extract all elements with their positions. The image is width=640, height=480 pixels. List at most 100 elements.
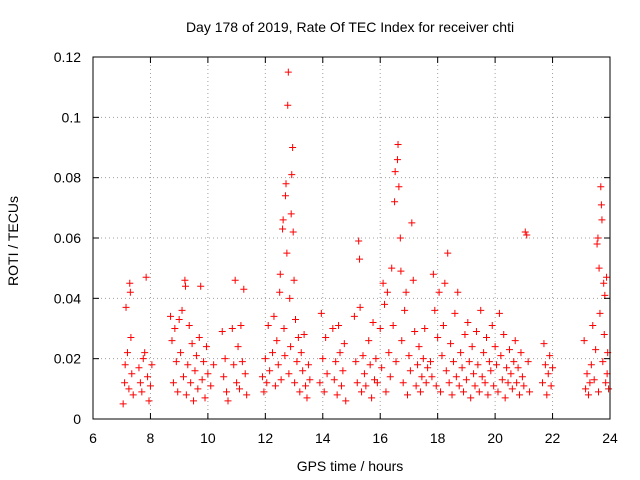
- data-point: [514, 364, 522, 372]
- x-tick-labels: 6 8 10 12 14 16 18 20 22 24: [89, 430, 618, 446]
- data-point: [127, 334, 135, 342]
- data-point: [381, 300, 389, 308]
- data-point: [452, 373, 460, 381]
- data-point: [299, 367, 307, 375]
- data-point: [482, 334, 490, 342]
- data-point: [129, 391, 137, 399]
- data-point: [491, 343, 499, 351]
- data-point: [172, 358, 180, 366]
- data-point: [238, 358, 246, 366]
- data-point: [119, 400, 127, 408]
- data-point: [279, 225, 287, 233]
- data-point: [543, 391, 551, 399]
- data-point: [484, 391, 492, 399]
- data-point: [168, 337, 176, 345]
- plot-frame: [92, 56, 611, 420]
- data-point: [360, 370, 368, 378]
- data-point: [138, 388, 146, 396]
- data-point: [594, 234, 602, 242]
- data-point: [228, 325, 236, 332]
- data-point: [356, 303, 364, 311]
- data-point: [121, 361, 129, 369]
- data-point: [300, 331, 308, 339]
- x-tick-label: 22: [545, 430, 561, 446]
- data-point: [416, 388, 424, 396]
- data-point: [289, 228, 297, 236]
- data-point: [412, 382, 420, 390]
- data-point: [182, 391, 190, 399]
- data-point: [442, 367, 450, 375]
- data-point: [181, 282, 189, 290]
- x-tick-label: 10: [200, 430, 216, 446]
- data-point: [481, 379, 489, 387]
- data-point: [584, 391, 592, 399]
- data-point: [231, 276, 239, 284]
- data-point: [204, 370, 212, 378]
- x-tick-label: 18: [430, 430, 446, 446]
- data-point: [583, 370, 591, 378]
- data-point: [454, 288, 462, 296]
- data-point: [460, 388, 468, 396]
- y-tick-label: 0.12: [54, 49, 81, 65]
- data-point: [221, 355, 229, 363]
- data-point: [304, 361, 312, 369]
- data-point: [447, 340, 455, 348]
- data-point: [592, 346, 600, 354]
- data-point: [291, 315, 299, 323]
- data-point: [316, 379, 324, 387]
- data-point: [516, 391, 524, 399]
- data-point: [340, 340, 348, 348]
- axis-ticks: [92, 56, 611, 420]
- data-point: [274, 361, 282, 369]
- x-tick-label: 14: [315, 430, 331, 446]
- data-point: [283, 249, 291, 257]
- x-axis-label: GPS time / hours: [297, 458, 404, 474]
- data-point: [169, 379, 177, 387]
- data-point: [458, 364, 466, 372]
- grid-lines: [93, 57, 610, 419]
- data-point: [121, 379, 129, 387]
- data-point: [286, 294, 294, 302]
- data-point: [280, 325, 288, 332]
- data-point: [369, 318, 377, 326]
- data-point: [306, 376, 314, 384]
- data-point: [541, 361, 549, 369]
- data-point: [431, 306, 439, 314]
- data-point: [605, 385, 613, 393]
- data-point: [287, 343, 295, 351]
- y-axis-label: ROTI / TECUs: [5, 196, 21, 286]
- data-point: [422, 379, 430, 387]
- data-point: [270, 312, 278, 320]
- data-point: [355, 237, 363, 245]
- data-point: [350, 312, 358, 320]
- data-point: [293, 358, 301, 366]
- data-point: [441, 279, 449, 287]
- chart-title: Day 178 of 2019, Rate Of TEC Index for r…: [186, 19, 514, 35]
- data-point: [464, 318, 472, 326]
- data-point: [261, 355, 269, 363]
- data-point: [391, 198, 399, 206]
- data-point: [501, 394, 509, 402]
- data-point: [372, 355, 380, 363]
- data-point: [122, 303, 130, 311]
- data-point: [467, 394, 475, 402]
- data-point: [383, 288, 391, 296]
- data-point: [337, 382, 345, 390]
- data-point: [330, 376, 338, 384]
- data-point: [276, 270, 284, 278]
- data-point: [202, 343, 210, 351]
- data-point: [269, 349, 277, 357]
- data-point: [332, 358, 340, 366]
- data-point: [393, 156, 401, 164]
- data-point: [281, 352, 289, 360]
- x-tick-label: 6: [89, 430, 97, 446]
- data-point: [490, 382, 498, 390]
- data-point: [599, 358, 607, 366]
- data-point: [284, 68, 292, 76]
- data-point: [480, 349, 488, 357]
- data-point: [373, 379, 381, 387]
- data-point: [220, 373, 228, 381]
- data-point: [290, 276, 298, 284]
- data-point: [279, 216, 287, 224]
- data-point: [462, 376, 470, 384]
